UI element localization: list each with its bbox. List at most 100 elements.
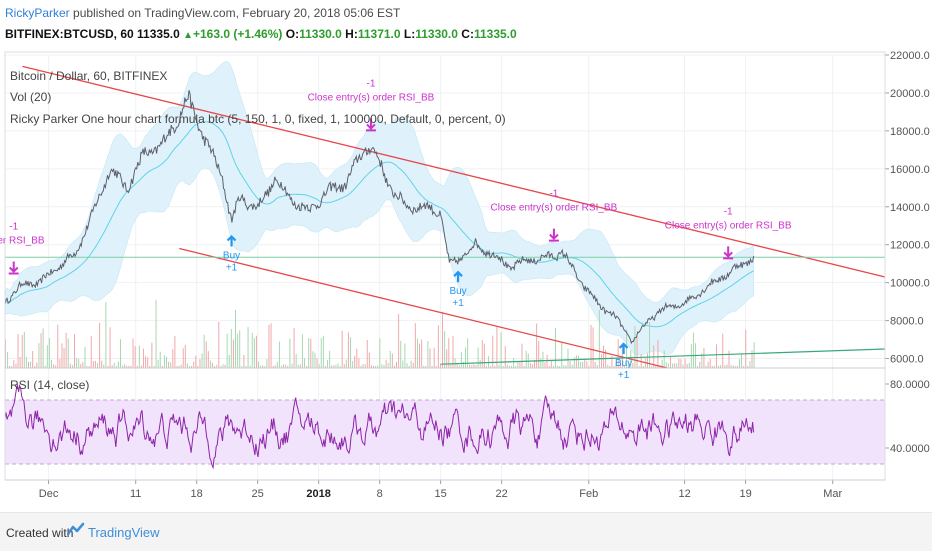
volume-bar bbox=[113, 362, 115, 368]
volume-bar bbox=[433, 347, 435, 368]
volume-bar bbox=[458, 365, 460, 368]
volume-bar bbox=[247, 327, 249, 368]
volume-bar bbox=[718, 365, 720, 368]
volume-bar bbox=[498, 364, 500, 368]
volume-bar bbox=[676, 363, 678, 368]
volume-bar bbox=[258, 361, 260, 368]
volume-bar bbox=[713, 365, 715, 368]
volume-bar bbox=[607, 364, 609, 368]
volume-bar bbox=[335, 364, 337, 368]
volume-bar bbox=[203, 334, 205, 368]
price-tick-label: 20000.0 bbox=[890, 88, 930, 100]
volume-bar bbox=[32, 351, 34, 368]
volume-bar bbox=[339, 365, 341, 368]
time-axis[interactable]: Dec 11 18 25 2018 8 15 22 Feb 12 19 Mar bbox=[39, 480, 843, 500]
volume-bar bbox=[333, 365, 335, 368]
volume-bar bbox=[145, 356, 147, 368]
volume-bar bbox=[525, 350, 527, 368]
volume-bar bbox=[266, 359, 268, 368]
volume-bar bbox=[559, 365, 561, 368]
volume-bar bbox=[120, 339, 122, 368]
volume-bar bbox=[11, 365, 13, 368]
volume-bar bbox=[462, 361, 464, 368]
high-value: 11371.0 bbox=[357, 27, 401, 41]
volume-bar bbox=[28, 361, 30, 368]
volume-bar bbox=[88, 365, 90, 368]
volume-bar bbox=[329, 350, 331, 368]
volume-bar bbox=[270, 323, 272, 368]
volume-bar bbox=[383, 365, 385, 368]
volume-bar bbox=[201, 353, 203, 368]
volume-bar bbox=[531, 364, 533, 368]
lower-trendline[interactable] bbox=[179, 247, 668, 369]
volume-bar bbox=[720, 365, 722, 368]
volume-bar bbox=[57, 324, 59, 368]
volume-bar bbox=[396, 362, 398, 368]
volume-bar bbox=[122, 365, 124, 368]
footer-bar: Created with TradingView bbox=[0, 512, 932, 551]
volume-bar bbox=[350, 337, 352, 368]
volume-bar bbox=[481, 340, 483, 368]
volume-bar bbox=[465, 347, 467, 368]
volume-bar bbox=[136, 365, 138, 368]
volume-bar bbox=[331, 365, 333, 368]
volume-bar bbox=[542, 351, 544, 368]
price-tick-label: 8000.0 bbox=[890, 316, 924, 328]
volume-bar bbox=[220, 365, 222, 368]
volume-bar bbox=[354, 355, 356, 368]
volume-bar bbox=[724, 365, 726, 368]
rsi-legend: RSI (14, close) bbox=[10, 378, 89, 392]
volume-bar bbox=[341, 330, 343, 368]
tradingview-brand[interactable]: TradingView bbox=[88, 525, 160, 540]
upper-trendline[interactable] bbox=[22, 65, 886, 278]
volume-bar bbox=[699, 361, 701, 368]
volume-bar bbox=[450, 363, 452, 368]
volume-bar bbox=[48, 337, 50, 368]
volume-bar bbox=[147, 357, 149, 368]
volume-bar bbox=[308, 338, 310, 368]
volume-bar bbox=[337, 363, 339, 368]
volume-bar bbox=[375, 365, 377, 368]
volume-bar bbox=[364, 364, 366, 368]
volume-bar bbox=[243, 354, 245, 368]
volume-bar bbox=[322, 335, 324, 368]
author-link[interactable]: RickyParker bbox=[5, 6, 70, 20]
volume-bar bbox=[370, 365, 372, 368]
volume-bar bbox=[295, 353, 297, 368]
volume-bar bbox=[232, 339, 234, 368]
volume-bar bbox=[299, 364, 301, 368]
exit-order-label: Close entry(s) order RSI_BB bbox=[308, 92, 435, 103]
volume-bar bbox=[352, 361, 354, 368]
volume-bar bbox=[347, 332, 349, 368]
volume-bar bbox=[76, 357, 78, 368]
volume-bar bbox=[475, 365, 477, 368]
volume-bar bbox=[582, 361, 584, 368]
last-price: 11335.0 bbox=[137, 27, 180, 41]
volume-bar bbox=[747, 365, 749, 368]
exit-arrow-icon bbox=[8, 261, 19, 275]
volume-bar bbox=[400, 340, 402, 368]
price-axis[interactable]: 6000.0 8000.0 10000.0 12000.0 14000.0 16000.0… bbox=[884, 50, 930, 480]
volume-bar bbox=[86, 365, 88, 368]
volume-bar bbox=[626, 329, 628, 368]
volume-bar bbox=[519, 362, 521, 368]
volume-bar bbox=[107, 365, 109, 368]
volume-bar bbox=[51, 360, 53, 368]
volume-bar bbox=[379, 338, 381, 368]
volume-bar bbox=[502, 365, 504, 368]
volume-bar bbox=[132, 338, 134, 368]
volume-bar bbox=[703, 347, 705, 368]
created-with-text: Created with bbox=[6, 526, 74, 540]
volume-bar bbox=[638, 365, 640, 368]
volume-bars bbox=[5, 299, 755, 368]
volume-bar bbox=[170, 362, 172, 368]
volume-bar bbox=[707, 361, 709, 368]
volume-bar bbox=[479, 360, 481, 368]
price-tick-label: 6000.0 bbox=[890, 354, 924, 366]
volume-bar bbox=[628, 363, 630, 368]
volume-bar bbox=[674, 363, 676, 368]
volume-bar bbox=[569, 361, 571, 368]
time-tick-label: 18 bbox=[191, 488, 203, 500]
green-trendline[interactable] bbox=[440, 348, 886, 365]
